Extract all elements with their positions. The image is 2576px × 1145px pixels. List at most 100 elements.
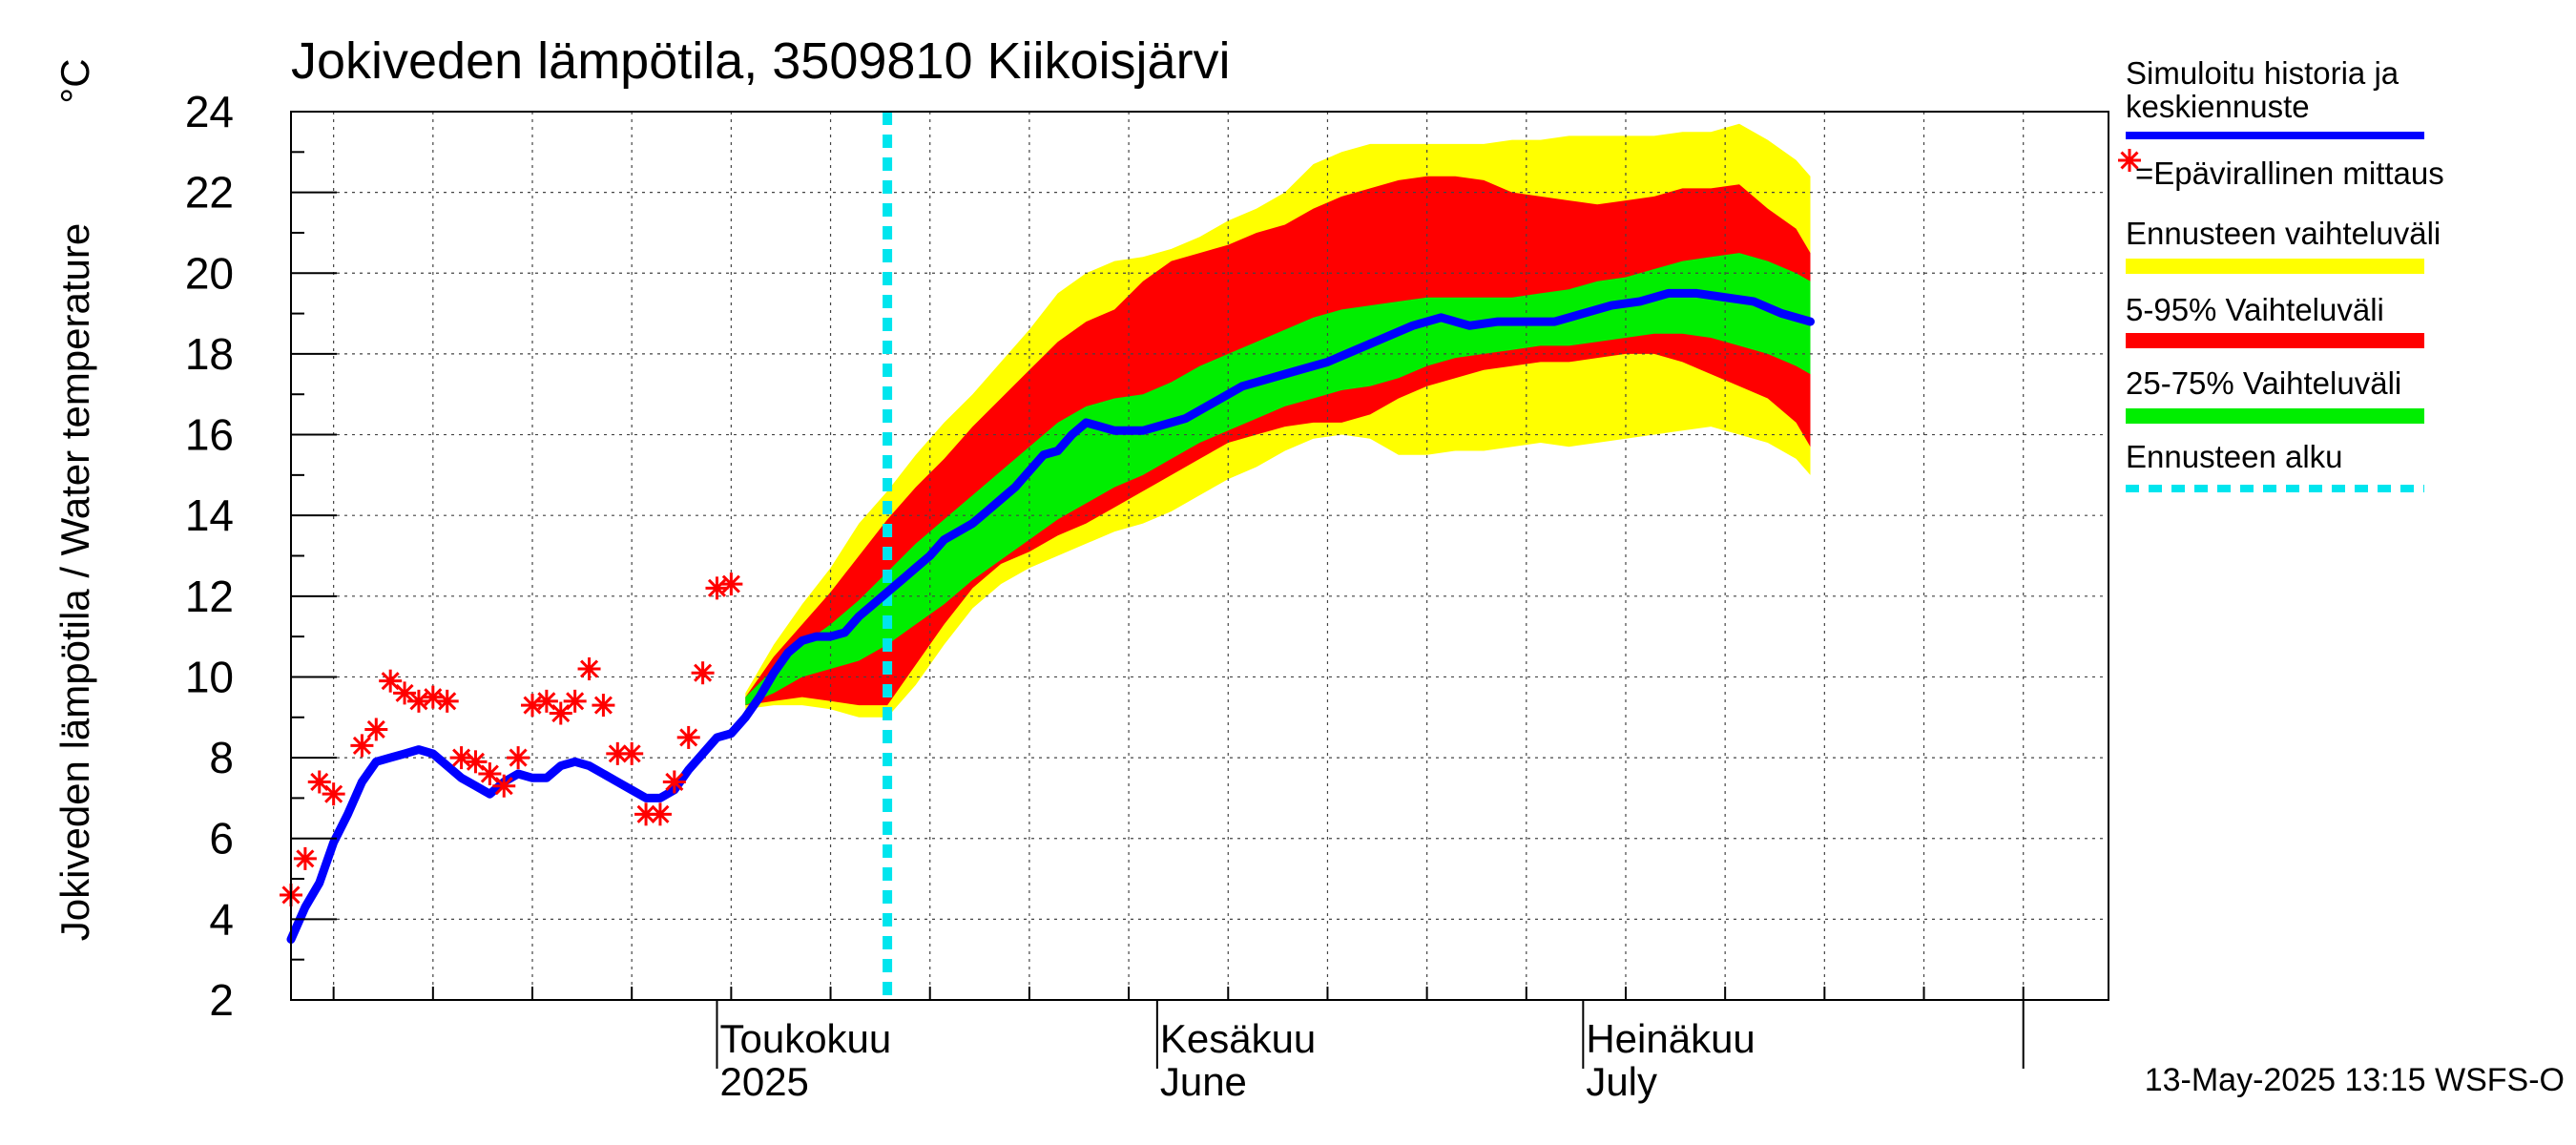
observed-point-stroke bbox=[395, 683, 414, 702]
observed-point bbox=[606, 741, 630, 765]
observed-point-stroke bbox=[381, 672, 400, 691]
grid-lines bbox=[291, 112, 2109, 1000]
observed-point-stroke bbox=[608, 744, 627, 763]
y-tick-label: 18 bbox=[185, 329, 234, 379]
observed-point bbox=[307, 770, 331, 794]
y-tick-label: 6 bbox=[209, 814, 234, 864]
y-tick-label: 14 bbox=[185, 490, 234, 540]
legend-swatch bbox=[2126, 259, 2424, 274]
y-tick-label: 2 bbox=[209, 975, 234, 1025]
observed-point-stroke bbox=[324, 784, 343, 803]
y-tick-label: 16 bbox=[185, 410, 234, 460]
observed-point bbox=[406, 689, 430, 713]
legend-item: 25-75% Vaihteluväli bbox=[2126, 365, 2424, 424]
observed-point bbox=[648, 802, 672, 826]
legend-item: =Epävirallinen mittaus bbox=[2118, 149, 2444, 191]
legend-item: 5-95% Vaihteluväli bbox=[2126, 292, 2424, 348]
median-series bbox=[286, 288, 1815, 944]
observed-point-stroke bbox=[438, 692, 457, 711]
observed-point-stroke bbox=[679, 728, 698, 747]
observed-point-stroke bbox=[651, 804, 670, 823]
observed-point-stroke bbox=[296, 849, 315, 868]
observed-point bbox=[322, 782, 345, 806]
observed-point-stroke bbox=[566, 692, 585, 711]
y-tick-label: 24 bbox=[185, 87, 234, 136]
observed-point-stroke bbox=[466, 752, 486, 771]
observed-point bbox=[449, 746, 473, 770]
observed-point-stroke bbox=[622, 744, 641, 763]
observed-point bbox=[534, 689, 558, 713]
legend-label: Ennusteen alku bbox=[2126, 439, 2343, 474]
observed-point bbox=[719, 572, 743, 596]
forecast-bands bbox=[745, 123, 1811, 718]
y-axis-label: Jokiveden lämpötila / Water temperature bbox=[52, 223, 97, 941]
legend-label: Ennusteen vaihteluväli bbox=[2126, 216, 2441, 251]
observed-point-stroke bbox=[352, 736, 371, 755]
observed-point-stroke bbox=[551, 703, 571, 723]
observed-point bbox=[577, 656, 601, 680]
x-month-label: Kesäkuu bbox=[1160, 1016, 1316, 1061]
observed-point bbox=[620, 741, 644, 765]
observed-point-stroke bbox=[509, 748, 528, 767]
observed-point-stroke bbox=[694, 663, 713, 682]
legend-swatch bbox=[2126, 408, 2424, 424]
observed-point bbox=[350, 734, 374, 758]
observed-point bbox=[478, 762, 502, 786]
legend-marker-stroke bbox=[2120, 151, 2139, 170]
y-tick-label: 20 bbox=[185, 248, 234, 298]
observed-point bbox=[435, 689, 459, 713]
observed-point-stroke bbox=[310, 772, 329, 792]
legend-item: Ennusteen vaihteluväli bbox=[2126, 216, 2441, 274]
observed-point bbox=[549, 701, 572, 725]
y-tick-label: 22 bbox=[185, 168, 234, 218]
observed-series bbox=[280, 572, 743, 906]
observed-point bbox=[521, 694, 545, 718]
observed-point-stroke bbox=[721, 574, 740, 593]
observed-point-stroke bbox=[480, 764, 499, 783]
observed-point bbox=[364, 718, 388, 741]
legend-swatch bbox=[2126, 333, 2424, 348]
observed-point-stroke bbox=[366, 719, 385, 739]
legend-label: 25-75% Vaihteluväli bbox=[2126, 365, 2401, 401]
observed-point-stroke bbox=[665, 772, 684, 792]
legend-item: Ennusteen alku bbox=[2126, 439, 2424, 492]
y-tick-label: 12 bbox=[185, 572, 234, 621]
observed-point bbox=[507, 746, 530, 770]
observed-point bbox=[293, 846, 317, 870]
y-tick-label: 10 bbox=[185, 652, 234, 701]
observed-point-stroke bbox=[593, 696, 613, 715]
legend-label: =Epävirallinen mittaus bbox=[2135, 156, 2444, 191]
observed-point bbox=[662, 770, 686, 794]
x-month-sublabel: June bbox=[1160, 1059, 1247, 1104]
y-axis-unit: °C bbox=[52, 58, 97, 103]
observed-point-stroke bbox=[494, 777, 513, 796]
observed-point-stroke bbox=[537, 692, 556, 711]
observed-point bbox=[464, 750, 488, 774]
observed-point-stroke bbox=[452, 748, 471, 767]
observed-point bbox=[393, 681, 417, 705]
observed-point bbox=[634, 802, 658, 826]
observed-point-stroke bbox=[636, 804, 655, 823]
observed-point bbox=[421, 685, 445, 709]
legend-label: 5-95% Vaihteluväli bbox=[2126, 292, 2384, 327]
legend-label-line2: keskiennuste bbox=[2126, 89, 2310, 124]
observed-point-stroke bbox=[579, 659, 599, 678]
x-month-sublabel: July bbox=[1586, 1059, 1657, 1104]
observed-point bbox=[563, 689, 587, 713]
median-line bbox=[286, 288, 1815, 944]
x-month-sublabel: 2025 bbox=[719, 1059, 808, 1104]
observed-point bbox=[705, 576, 729, 600]
y-tick-label: 8 bbox=[209, 733, 234, 782]
chart-title: Jokiveden lämpötila, 3509810 Kiikoisjärv… bbox=[291, 32, 1231, 90]
x-month-label: Heinäkuu bbox=[1586, 1016, 1755, 1061]
observed-point bbox=[492, 774, 516, 798]
observed-point bbox=[691, 661, 715, 685]
observed-point bbox=[592, 694, 615, 718]
y-tick-label: 4 bbox=[209, 894, 234, 944]
